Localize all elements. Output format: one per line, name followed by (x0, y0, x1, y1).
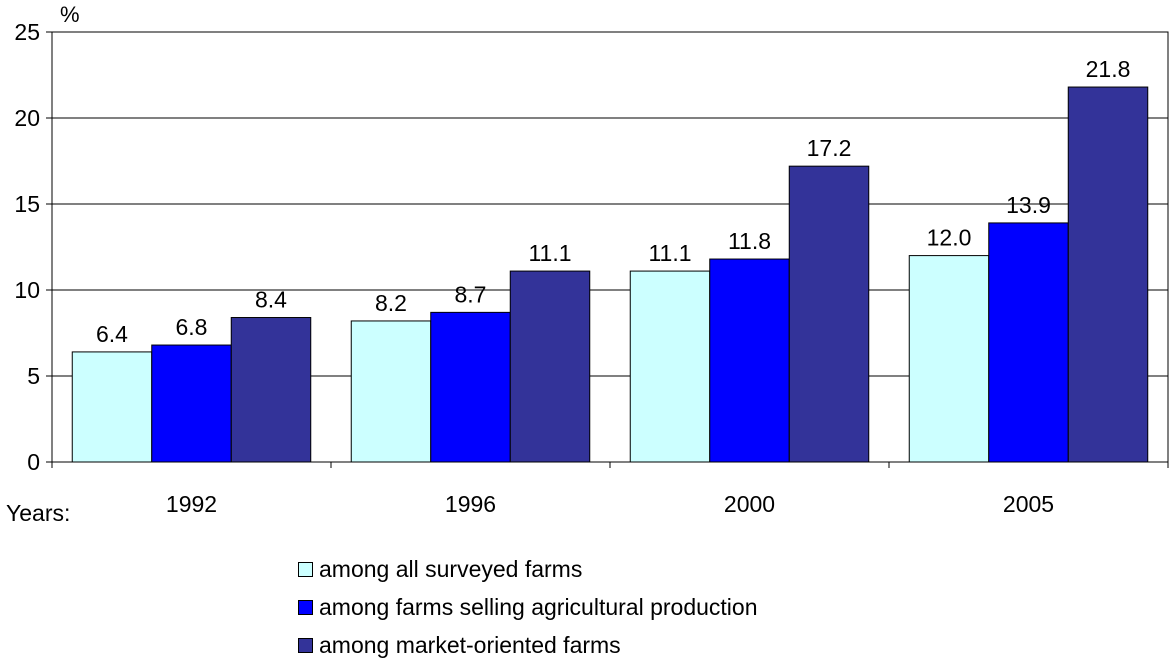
bar (908, 255, 990, 463)
bar (151, 344, 232, 463)
legend-item-selling-farms: among farms selling agricultural product… (298, 588, 758, 626)
data-label: 12.0 (927, 225, 972, 251)
y-tick-label: 15 (14, 191, 40, 217)
legend-label: among farms selling agricultural product… (319, 593, 758, 620)
y-tick-label: 25 (14, 19, 40, 45)
x-axis-label: Years: (6, 500, 71, 526)
legend: among all surveyed farms among farms sel… (298, 550, 758, 664)
legend-item-market-farms: among market-oriented farms (298, 626, 758, 664)
bar (629, 270, 711, 463)
data-label: 6.8 (176, 314, 208, 340)
data-label: 21.8 (1086, 56, 1131, 82)
data-label: 8.4 (255, 287, 287, 313)
bar (350, 320, 432, 463)
x-tick-label: 1996 (445, 491, 496, 517)
legend-label: among all surveyed farms (319, 555, 583, 582)
data-label: 13.9 (1006, 192, 1051, 218)
tick-labels: 0 5 10 15 20 25 1992 1996 2000 2005 (14, 19, 1054, 517)
bar-chart: 6.4 6.8 8.4 8.2 8.7 11.1 11.1 11.8 17.2 12.0 13.9 2… (14, 2, 1169, 517)
bar (509, 270, 591, 463)
x-tick-label: 2005 (1003, 491, 1054, 517)
data-label: 8.7 (455, 281, 487, 307)
bar (1067, 86, 1149, 463)
legend-swatch (298, 561, 313, 577)
data-label: 8.2 (375, 290, 407, 316)
legend-label: among market-oriented farms (319, 631, 621, 658)
data-label: 11.1 (648, 240, 691, 266)
data-labels: 6.4 6.8 8.4 8.2 8.7 11.1 11.1 11.8 17.2 12.0 13.9 2… (96, 56, 1130, 347)
bar (988, 222, 1069, 463)
legend-item-all-farms: among all surveyed farms (298, 550, 758, 588)
bar (71, 351, 153, 463)
y-tick-label: 5 (27, 363, 40, 389)
x-tick-label: 2000 (724, 491, 775, 517)
data-label: 11.8 (728, 228, 771, 254)
axes (46, 31, 1169, 468)
y-tick-label: 10 (14, 277, 40, 303)
legend-swatch (298, 637, 313, 653)
bar (230, 317, 312, 463)
data-label: 6.4 (96, 321, 128, 347)
y-tick-label: 0 (27, 449, 40, 475)
y-tick-label: 20 (14, 105, 40, 131)
data-label: 17.2 (807, 135, 852, 161)
bar (788, 165, 870, 463)
legend-swatch (298, 599, 313, 615)
data-label: 11.1 (528, 240, 571, 266)
x-tick-label: 1992 (166, 491, 217, 517)
bars (71, 86, 1149, 463)
bar (430, 311, 511, 463)
bar (709, 258, 790, 463)
y-axis-label: % (60, 2, 80, 27)
